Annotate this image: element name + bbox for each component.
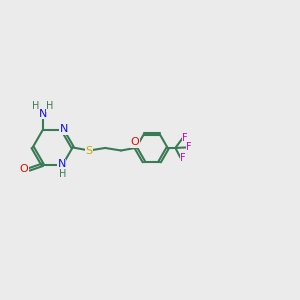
Text: N: N	[57, 159, 66, 169]
Text: F: F	[180, 153, 186, 163]
Text: H: H	[32, 101, 39, 111]
Text: O: O	[131, 137, 140, 147]
Text: N: N	[38, 109, 47, 119]
Text: F: F	[186, 142, 192, 152]
Text: F: F	[182, 133, 188, 143]
Text: S: S	[86, 146, 93, 155]
Text: H: H	[59, 169, 67, 179]
Text: H: H	[46, 101, 53, 111]
Text: O: O	[20, 164, 28, 174]
Text: N: N	[59, 124, 68, 134]
